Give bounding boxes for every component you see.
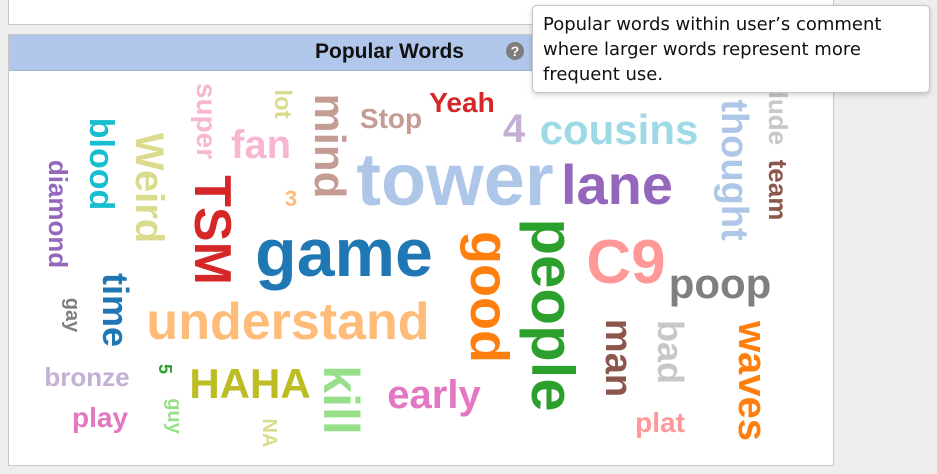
cloud-word: 5 xyxy=(155,363,175,375)
cloud-word: 3 xyxy=(284,186,298,211)
word-cloud: tower game understand TSM lane cousins C9 peopl… xyxy=(9,70,831,463)
cloud-word: 4 xyxy=(502,107,526,151)
cloud-word: understand xyxy=(146,293,430,351)
cloud-word: blood xyxy=(82,117,120,211)
cloud-word: waves xyxy=(730,320,774,442)
cloud-word: C9 xyxy=(586,228,666,297)
cloud-word: early xyxy=(387,373,481,417)
cloud-word: man xyxy=(597,318,639,398)
cloud-word: Weird xyxy=(127,132,171,244)
cloud-word: diamond xyxy=(43,159,73,269)
cloud-word: mind xyxy=(305,93,354,199)
cloud-word: people xyxy=(519,218,586,412)
panel-title: Popular Words xyxy=(315,40,464,63)
cloud-word: tower xyxy=(356,138,554,221)
tooltip-text: Popular words within user’s comment wher… xyxy=(543,14,882,85)
cloud-word: lot xyxy=(269,89,296,119)
cloud-word: team xyxy=(763,159,793,221)
cloud-word: guy xyxy=(163,398,185,434)
cloud-word: lane xyxy=(560,153,674,216)
cloud-word: game xyxy=(255,215,433,291)
cloud-word: cousins xyxy=(539,106,699,153)
cloud-word: HAHA xyxy=(189,360,311,407)
cloud-word: poop xyxy=(668,260,772,307)
cloud-word: Stop xyxy=(359,103,423,134)
cloud-word: NA xyxy=(258,418,280,448)
cloud-word: super xyxy=(191,82,222,160)
cloud-word: good xyxy=(459,231,519,363)
cloud-word: time xyxy=(95,272,136,348)
cloud-word: bronze xyxy=(44,362,130,392)
cloud-word: gay xyxy=(61,297,83,333)
cloud-word: thought xyxy=(713,99,755,241)
cloud-word: TSM xyxy=(183,175,241,285)
cloud-word: play xyxy=(71,402,129,433)
question-circle-icon[interactable]: ? xyxy=(506,42,524,60)
cloud-word: bad xyxy=(650,319,691,385)
cloud-word: plat xyxy=(635,407,685,438)
cloud-word: Yeah xyxy=(429,87,495,118)
cloud-word: kill xyxy=(313,365,369,435)
help-tooltip: Popular words within user’s comment wher… xyxy=(532,5,930,93)
cloud-word: fan xyxy=(231,123,291,167)
